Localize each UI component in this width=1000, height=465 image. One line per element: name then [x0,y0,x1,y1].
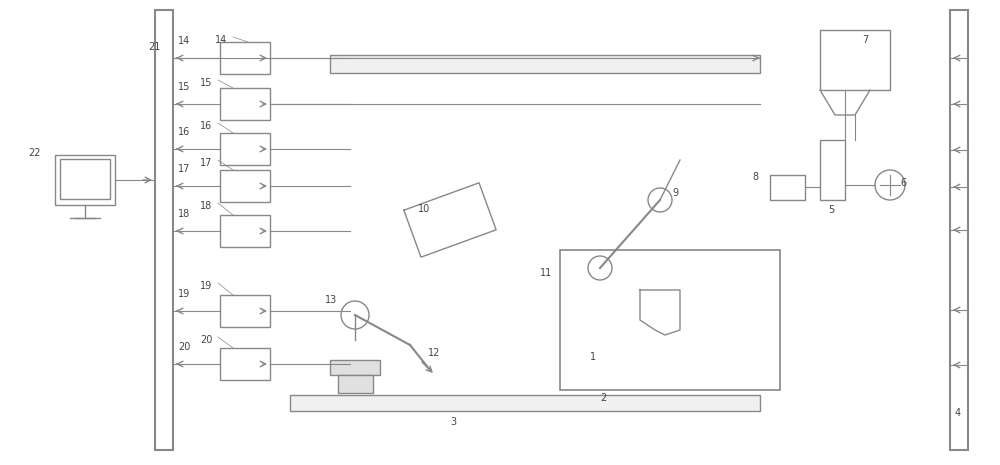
Text: 19: 19 [200,281,212,291]
Text: 5: 5 [828,205,834,215]
Bar [220,133,270,165]
Bar [155,10,173,450]
Text: 17: 17 [178,164,190,174]
Text: 18: 18 [200,201,212,211]
Text: 12: 12 [428,348,440,358]
Bar [220,42,270,74]
Bar [560,250,780,390]
Text: 1: 1 [590,352,596,362]
Text: 19: 19 [178,289,190,299]
Text: 6: 6 [900,178,906,188]
Text: 11: 11 [540,268,552,278]
Text: 14: 14 [215,35,227,45]
Text: 16: 16 [178,127,190,137]
Bar [220,295,270,327]
Text: 9: 9 [672,188,678,198]
Text: 15: 15 [178,82,190,92]
Bar [220,215,270,247]
Bar [55,155,115,205]
Text: 13: 13 [325,295,337,305]
Text: 14: 14 [178,36,190,46]
Bar [220,88,270,120]
Text: 20: 20 [200,335,212,345]
Bar [338,375,373,393]
Bar [60,159,110,199]
Text: 16: 16 [200,121,212,131]
Text: 20: 20 [178,342,190,352]
Text: 21: 21 [148,42,160,52]
Text: 2: 2 [600,393,606,403]
Text: 7: 7 [862,35,868,45]
Bar [950,10,968,450]
Bar [330,55,760,73]
Text: 3: 3 [450,417,456,427]
Bar [820,140,845,200]
Text: 17: 17 [200,158,212,168]
Text: 4: 4 [955,408,961,418]
Bar [820,30,890,90]
Bar [290,395,760,411]
Bar [220,348,270,380]
Text: 10: 10 [418,204,430,214]
Text: 18: 18 [178,209,190,219]
Text: 22: 22 [28,148,40,158]
Text: 15: 15 [200,78,212,88]
Bar [220,170,270,202]
Bar [330,360,380,375]
Bar [770,175,805,200]
Text: 8: 8 [752,172,758,182]
